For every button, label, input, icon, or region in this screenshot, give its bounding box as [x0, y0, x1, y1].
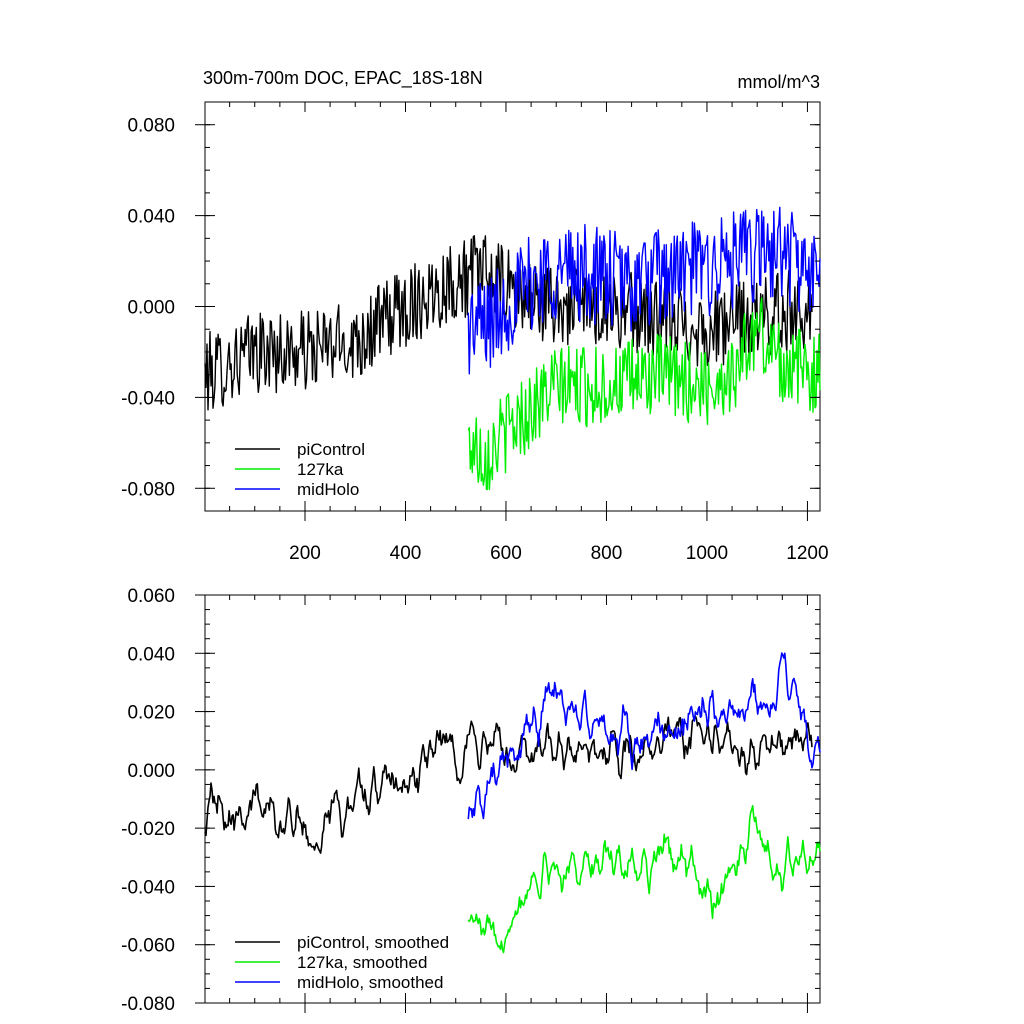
tick-group: -0.080 -0.040 0.000 0.040 0.080 200 400 600 800 1… — [121, 101, 829, 564]
series-line-127ka — [467, 297, 821, 491]
y-tick-label: 0.000 — [127, 761, 175, 782]
legend-label: 127ka — [297, 460, 344, 479]
x-tick-label: 1000 — [686, 543, 728, 564]
y-tick-label: -0.060 — [121, 936, 175, 957]
y-tick-label: -0.080 — [121, 994, 175, 1015]
legend-label: 127ka, smoothed — [297, 953, 427, 972]
legend-label: piControl — [297, 440, 365, 459]
y-tick-label: 0.040 — [127, 644, 175, 665]
series-line-midholo — [467, 206, 821, 375]
legend-label: midHolo, smoothed — [297, 973, 443, 992]
x-tick-label: 200 — [289, 543, 321, 564]
series-group — [204, 652, 821, 954]
legend-label: midHolo — [297, 480, 359, 499]
bottom-panel: -0.080 -0.060 -0.040 -0.020 0.000 0.020 0.040 0… — [121, 586, 821, 1015]
y-tick-label: 0.040 — [127, 207, 175, 228]
y-tick-label: 0.000 — [127, 298, 175, 319]
top-panel: 300m-700m DOC, EPAC_18S-18N mmol/m^3 -0.… — [121, 68, 828, 564]
y-tick-label: 0.060 — [127, 586, 175, 607]
series-group — [204, 206, 821, 491]
x-tick-label: 800 — [591, 543, 623, 564]
y-tick-label: -0.020 — [121, 819, 175, 840]
units-label: mmol/m^3 — [738, 72, 820, 92]
y-tick-label: -0.040 — [121, 388, 175, 409]
x-tick-label: 600 — [490, 543, 522, 564]
x-tick-label: 1200 — [786, 543, 828, 564]
y-tick-label: 0.080 — [127, 116, 175, 137]
series-line-127ka-smoothed — [467, 805, 821, 954]
series-line-picontrol — [204, 235, 813, 411]
tick-group: -0.080 -0.060 -0.040 -0.020 0.000 0.020 0.040 0… — [121, 586, 820, 1015]
y-tick-label: -0.080 — [121, 479, 175, 500]
y-tick-label: -0.040 — [121, 877, 175, 898]
series-line-midholo-smoothed — [467, 652, 821, 820]
y-tick-label: 0.020 — [127, 703, 175, 724]
x-tick-label: 400 — [390, 543, 422, 564]
chart-title: 300m-700m DOC, EPAC_18S-18N — [203, 68, 483, 89]
legend-label: piControl, smoothed — [297, 933, 449, 952]
series-line-picontrol-smoothed — [204, 715, 813, 854]
